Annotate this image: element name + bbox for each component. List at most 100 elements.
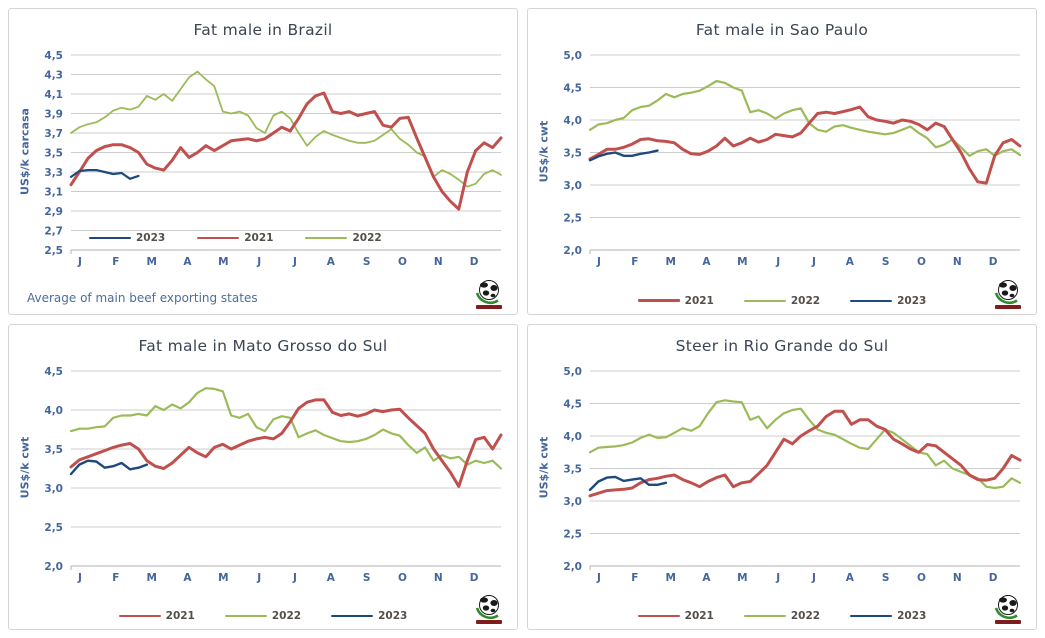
legend-line-sample-2021 [197,236,240,240]
svg-text:N: N [953,256,962,268]
svg-text:N: N [953,572,962,584]
svg-text:J: J [775,256,780,268]
svg-text:4,0: 4,0 [563,115,582,127]
legend-label: 2023 [897,610,927,622]
svg-text:2,7: 2,7 [44,225,63,237]
svg-text:4,5: 4,5 [563,82,582,94]
svg-text:J: J [292,256,297,268]
legend-label: 2023 [136,232,166,244]
globe-logo [469,277,509,312]
legend-item: 2023 [331,610,407,622]
legend-label: 2023 [378,610,408,622]
chart-legend: 2023 2021 2022 [89,232,382,244]
svg-text:S: S [882,572,890,584]
legend-label: 2021 [684,610,714,622]
svg-text:4,5: 4,5 [44,365,63,377]
chart-legend: 2021 2022 2023 [528,610,1036,622]
svg-text:A: A [702,572,711,584]
legend-line-sample-2022 [305,237,348,239]
logo-wordmark [476,620,502,624]
chart-legend: 2021 2022 2023 [9,610,517,622]
legend-item: 2021 [118,610,195,622]
svg-text:D: D [470,572,479,584]
svg-text:S: S [882,256,890,268]
svg-text:3,5: 3,5 [563,463,582,475]
svg-text:2,5: 2,5 [563,212,582,224]
globe-swoosh [475,292,499,304]
svg-text:J: J [811,572,816,584]
globe-icon [994,595,1021,624]
legend-line-sample-2021 [637,614,680,618]
svg-text:2,5: 2,5 [44,521,63,533]
svg-text:F: F [631,572,638,584]
svg-text:O: O [398,572,407,584]
legend-label: 2021 [684,294,714,307]
svg-text:D: D [989,572,998,584]
svg-text:M: M [218,572,228,584]
chart-footnote: Average of main beef exporting states [27,290,258,305]
svg-text:M: M [737,572,747,584]
svg-text:J: J [596,572,601,584]
svg-text:J: J [811,256,816,268]
chart-plot-area: 4,5 4,0 3,5 3,0 2,5 2,0 J F M A M J J A S O N D [9,325,517,630]
svg-text:F: F [631,256,638,268]
chart-plot-area: 4,5 4,3 4,1 3,9 3,7 3,5 3,3 3,1 2,9 2,7 2,5 J F M A M J J… [9,9,517,314]
svg-text:3,0: 3,0 [44,482,63,494]
svg-text:M: M [737,256,747,268]
svg-text:4,5: 4,5 [563,398,582,410]
svg-text:J: J [292,572,297,584]
chart-title: Fat male in Mato Grosso do Sul [138,336,388,355]
svg-text:3,1: 3,1 [44,186,63,198]
globe-icon [994,279,1021,309]
legend-label: 2021 [244,232,274,244]
svg-text:2,0: 2,0 [44,560,63,572]
svg-text:2,0: 2,0 [563,560,582,572]
svg-text:A: A [846,572,855,584]
globe-swoosh [475,607,499,620]
chart-title: Steer in Rio Grande do Sul [675,336,889,355]
legend-label: 2023 [897,294,927,307]
legend-line-sample-2023 [89,237,131,239]
svg-text:M: M [146,572,156,584]
chart-panel-brazil: Fat male in Brazil US$/k carcasa 4,5 4,3 4… [8,8,518,315]
svg-text:M: M [218,256,228,268]
svg-text:3,5: 3,5 [44,443,63,455]
svg-text:2,0: 2,0 [563,245,582,257]
svg-text:J: J [775,572,780,584]
svg-text:2,9: 2,9 [44,206,63,218]
logo-wordmark [995,620,1021,624]
svg-text:3,3: 3,3 [44,167,63,179]
legend-label: 2022 [790,294,821,307]
svg-text:D: D [989,256,998,268]
svg-text:J: J [77,256,82,268]
svg-text:M: M [665,572,675,584]
svg-text:2,5: 2,5 [563,528,582,540]
chart-plot-area: 5,0 4,5 4,0 3,5 3,0 2,5 2,0 J F M A M J J A S O N D [528,325,1036,630]
legend-line-sample-2023 [850,615,893,617]
globe-logo [988,593,1028,627]
svg-text:3,5: 3,5 [44,147,63,159]
legend-item: 2022 [224,610,301,622]
legend-line-sample-2021 [637,299,680,302]
legend-label: 2021 [165,610,195,622]
chart-panel-mato-grosso: Fat male in Mato Grosso do Sul US$/k cwt… [8,323,518,630]
svg-text:4,0: 4,0 [563,430,582,442]
svg-text:D: D [470,256,479,268]
svg-text:4,3: 4,3 [44,69,63,81]
chart-title: Fat male in Sao Paulo [695,21,869,39]
legend-item: 2023 [850,610,926,622]
legend-item: 2022 [743,294,821,307]
legend-line-sample-2023 [331,615,374,617]
svg-text:3,0: 3,0 [563,495,582,507]
chart-title: Fat male in Brazil [193,21,333,39]
globe-logo [469,593,509,627]
svg-text:J: J [596,256,601,268]
globe-icon [475,595,502,624]
svg-text:2,5: 2,5 [44,245,63,257]
svg-text:3,5: 3,5 [563,147,582,159]
svg-text:3,0: 3,0 [563,180,582,192]
legend-item: 2021 [637,294,714,307]
legend-line-sample-2021 [118,614,161,618]
svg-text:M: M [146,256,156,268]
